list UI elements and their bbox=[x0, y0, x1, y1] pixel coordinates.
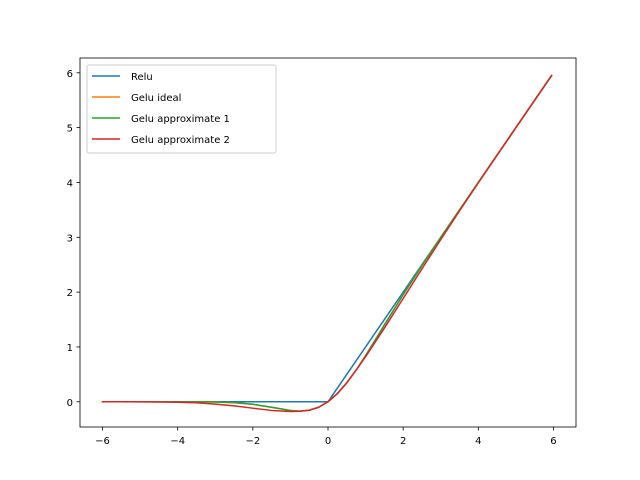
y-tick-label: 0 bbox=[67, 398, 73, 409]
y-tick-label: 1 bbox=[67, 343, 73, 354]
legend-label-0: Relu bbox=[131, 72, 153, 83]
y-axis: 0 1 2 3 4 5 6 bbox=[67, 69, 80, 409]
legend: Relu Gelu ideal Gelu approximate 1 Gelu app… bbox=[86, 64, 277, 154]
x-tick-label: 4 bbox=[475, 436, 481, 447]
y-tick-label: 5 bbox=[67, 124, 73, 135]
y-tick-label: 6 bbox=[67, 69, 73, 80]
x-tick-label: 0 bbox=[325, 436, 331, 447]
y-tick-label: 3 bbox=[67, 233, 73, 244]
legend-label-2: Gelu approximate 1 bbox=[131, 114, 230, 125]
x-tick-label: 6 bbox=[550, 436, 556, 447]
x-tick-label: −2 bbox=[245, 436, 260, 447]
legend-label-1: Gelu ideal bbox=[131, 93, 181, 104]
x-tick-label: −6 bbox=[95, 436, 110, 447]
legend-label-3: Gelu approximate 2 bbox=[131, 135, 230, 146]
x-tick-label: −4 bbox=[170, 436, 185, 447]
series-line-3 bbox=[101, 74, 553, 413]
y-tick-label: 4 bbox=[67, 178, 73, 189]
series-layer bbox=[101, 74, 553, 413]
x-tick-label: 2 bbox=[400, 436, 406, 447]
legend-box bbox=[86, 64, 277, 154]
y-tick-label: 2 bbox=[67, 288, 73, 299]
x-axis: −6 −4 −2 0 2 4 6 bbox=[95, 427, 557, 447]
